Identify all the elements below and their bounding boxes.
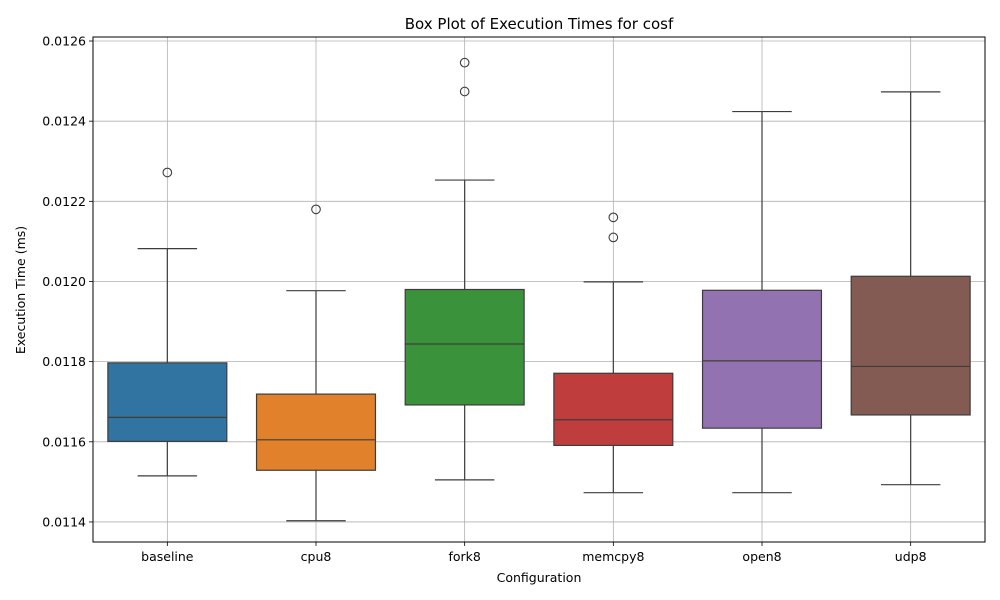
box-cpu8 <box>255 204 377 522</box>
y-tick-label: 0.0120 <box>42 274 86 289</box>
x-tick-label: open8 <box>742 549 781 564</box>
box-body <box>850 275 971 416</box>
y-tick-label: 0.0124 <box>42 114 86 129</box>
x-axis-label: Configuration <box>497 570 582 585</box>
x-axis: baseline cpu8 fork8 memcpy8 open8 udp8 <box>141 542 927 564</box>
box-baseline <box>107 167 228 477</box>
box-body <box>255 393 377 471</box>
y-axis-label: Execution Time (ms) <box>13 226 28 354</box>
x-tick-label: udp8 <box>895 549 927 564</box>
outlier-point <box>162 167 173 178</box>
y-tick-label: 0.0118 <box>42 354 86 369</box>
y-tick-label: 0.0126 <box>42 34 86 49</box>
x-tick-label: baseline <box>141 549 194 564</box>
outlier-point <box>608 212 619 223</box>
box-memcpy8 <box>553 212 674 494</box>
outlier-point <box>311 204 321 215</box>
box-body <box>404 288 525 406</box>
box-body <box>553 372 674 447</box>
y-axis: 0.0114 0.0116 0.0118 0.0120 0.0122 0.0124 0.01… <box>42 34 93 529</box>
outlier-point <box>459 86 470 97</box>
x-tick-label: memcpy8 <box>582 549 644 564</box>
box-body <box>107 362 228 443</box>
outlier-point <box>459 57 470 68</box>
box-udp8 <box>850 91 971 486</box>
outlier-point <box>608 232 619 243</box>
y-tick-label: 0.0122 <box>42 194 86 209</box>
x-tick-label: fork8 <box>448 549 480 564</box>
box-body <box>701 289 823 429</box>
box-open8 <box>701 110 823 494</box>
y-tick-label: 0.0116 <box>42 434 86 449</box>
boxes-group <box>107 57 971 522</box>
box-fork8 <box>404 57 525 481</box>
chart-title: Box Plot of Execution Times for cosf <box>405 15 674 33</box>
y-tick-label: 0.0114 <box>42 514 86 529</box>
x-tick-label: cpu8 <box>301 549 332 564</box>
plot-frame <box>92 36 986 543</box>
